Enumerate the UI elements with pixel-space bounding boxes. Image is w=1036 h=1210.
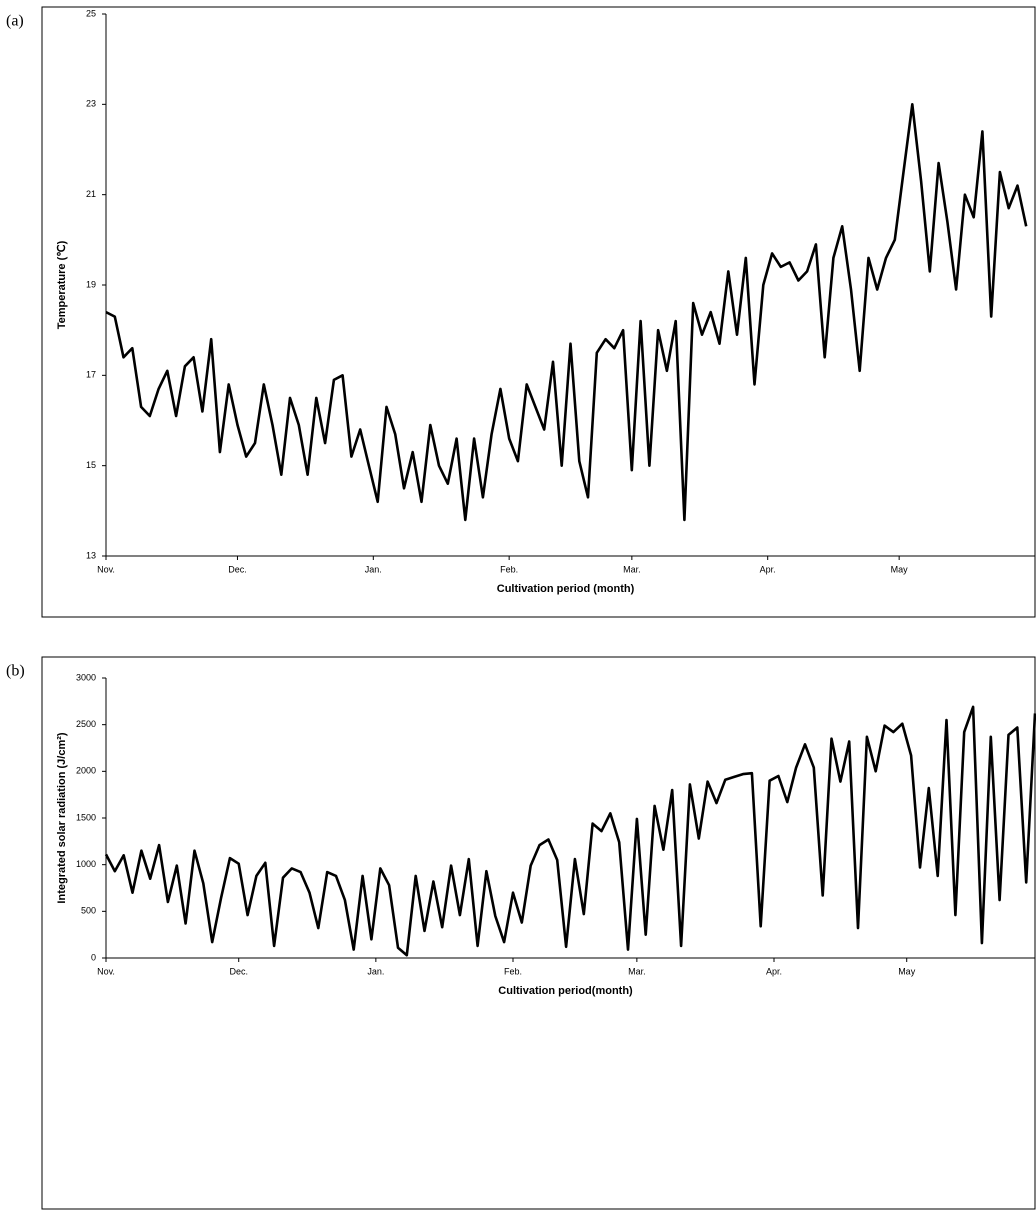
y-axis-title: Integrated solar radiation (J/cm²) bbox=[56, 732, 68, 903]
data-line bbox=[105, 103, 1028, 522]
x-tick-label: Jan. bbox=[365, 564, 382, 574]
panel-label: (a) bbox=[6, 13, 24, 30]
y-tick-label: 2500 bbox=[76, 719, 96, 729]
y-tick-label: 23 bbox=[86, 99, 96, 109]
x-tick-label: Mar. bbox=[623, 564, 641, 574]
y-tick-label: 2000 bbox=[76, 766, 96, 776]
panel-label: (b) bbox=[6, 663, 25, 680]
y-axis-title: Temperature (℃) bbox=[56, 240, 68, 329]
data-line bbox=[104, 705, 1036, 957]
x-tick-label: Apr. bbox=[766, 966, 782, 976]
y-tick-label: 1500 bbox=[76, 812, 96, 822]
y-tick-label: 500 bbox=[81, 906, 96, 916]
y-tick-label: 25 bbox=[86, 8, 96, 18]
x-tick-label: Feb. bbox=[500, 564, 518, 574]
y-tick-label: 0 bbox=[91, 952, 96, 962]
x-tick-label: May bbox=[898, 966, 916, 976]
x-tick-label: May bbox=[891, 564, 909, 574]
x-tick-label: Apr. bbox=[760, 564, 776, 574]
x-tick-label: Dec. bbox=[229, 966, 248, 976]
x-tick-label: Nov. bbox=[97, 966, 115, 976]
y-tick-label: 1000 bbox=[76, 859, 96, 869]
chart-frame bbox=[41, 6, 1036, 618]
chart-panel: (a) 13 15 17 19 21 23 25 Nov. Dec. Jan. Feb. Mar. Apr… bbox=[6, 6, 1036, 618]
x-tick-label: Dec. bbox=[228, 564, 247, 574]
x-axis-title: Cultivation period (month) bbox=[497, 583, 635, 595]
y-tick-label: 21 bbox=[86, 189, 96, 199]
x-tick-label: Nov. bbox=[97, 564, 115, 574]
y-tick-label: 13 bbox=[86, 550, 96, 560]
chart-panel: (b) 0 500 1000 1500 2000 2500 3000 Nov. Dec. Jan. F… bbox=[6, 656, 1036, 1210]
x-tick-label: Feb. bbox=[504, 966, 522, 976]
y-tick-label: 3000 bbox=[76, 672, 96, 682]
y-tick-label: 19 bbox=[86, 279, 96, 289]
x-axis-title: Cultivation period(month) bbox=[498, 985, 633, 997]
chart-frame bbox=[41, 656, 1036, 1210]
y-tick-label: 17 bbox=[86, 370, 96, 380]
x-tick-label: Jan. bbox=[367, 966, 384, 976]
x-tick-label: Mar. bbox=[628, 966, 646, 976]
y-tick-label: 15 bbox=[86, 460, 96, 470]
